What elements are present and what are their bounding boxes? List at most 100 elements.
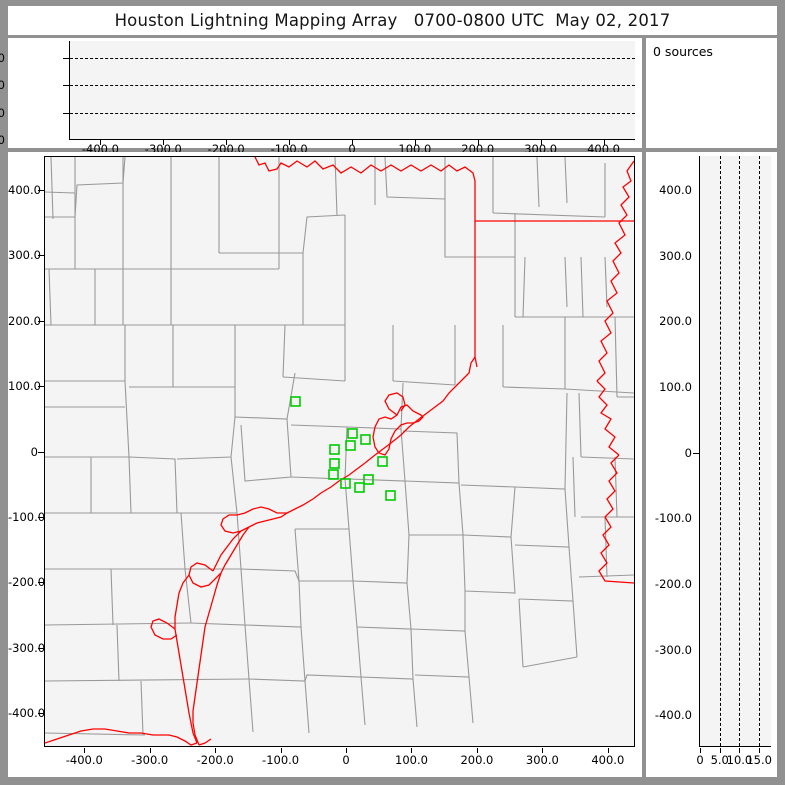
y-axis-tick-label: -400.0	[8, 706, 46, 721]
y-axis-tick-label: -100.0	[654, 511, 692, 526]
altitude-vs-east-west-panel: 05.010.015.0-400.0-300.0-200.0-100.00100…	[0, 38, 642, 156]
station-markers	[290, 396, 396, 501]
y-axis-tick-label: 0	[684, 445, 692, 460]
y-axis-tick-mark	[38, 647, 44, 649]
y-axis-tick-label: 100.0	[659, 379, 692, 394]
map-graphics	[45, 157, 634, 746]
source-count-panel: 0 sources	[646, 38, 777, 148]
x-axis-tick-label: -400.0	[65, 753, 103, 767]
x-axis-tick-label: -300.0	[131, 753, 169, 767]
x-axis-tick-mark	[700, 748, 701, 753]
x-axis-tick-mark	[476, 748, 478, 753]
y-axis-tick-label: -300.0	[654, 642, 692, 657]
gridline-y	[70, 85, 635, 86]
station-marker	[340, 478, 351, 489]
plan-view-map-panel: -400.0 -300.0 -200.0 -100.0 0 100.0 200.0 300.0…	[8, 152, 642, 777]
x-axis-tick-mark	[739, 748, 741, 753]
x-axis-tick-mark	[215, 748, 217, 753]
y-axis-tick-label: 0	[30, 444, 38, 459]
x-axis-tick-mark	[719, 748, 721, 753]
station-marker	[290, 396, 301, 407]
source-count-label: 0 sources	[653, 44, 713, 59]
x-axis-tick-label: 400.0	[591, 753, 625, 767]
coastline	[45, 356, 476, 746]
y-axis-tick-mark	[38, 189, 44, 191]
x-axis-tick-label: 5.0	[710, 753, 729, 767]
x-axis-tick-label: 0	[342, 753, 350, 767]
y-axis-tick-label: -400.0	[654, 708, 692, 723]
gridline-x	[719, 156, 721, 746]
station-marker	[347, 428, 358, 439]
y-axis-tick-mark	[38, 582, 44, 584]
station-marker	[329, 458, 340, 469]
y-axis-tick-label: 400.0	[8, 182, 41, 197]
x-axis-tick-label: 100.0	[395, 753, 428, 767]
x-axis-tick-label: -100.0	[262, 753, 300, 767]
y-axis-tick-label: 100.0	[8, 379, 41, 394]
station-marker	[363, 474, 374, 485]
county-boundaries	[45, 157, 634, 736]
y-axis-tick-mark	[38, 255, 44, 257]
y-axis-tick-mark	[38, 516, 44, 518]
gridline-x	[759, 156, 761, 746]
y-axis-tick-mark	[38, 320, 44, 322]
y-axis-tick-label: -200.0	[8, 575, 46, 590]
x-axis-tick-mark	[346, 748, 348, 753]
x-axis-tick-mark	[280, 748, 282, 753]
page-title: Houston Lightning Mapping Array 0700-080…	[114, 11, 671, 30]
y-axis-tick-label: 0	[0, 133, 5, 147]
y-axis-tick-mark	[63, 85, 69, 86]
y-axis-tick-label: -300.0	[8, 640, 46, 655]
y-axis-tick-mark	[63, 57, 69, 59]
x-axis-tick-mark	[100, 140, 102, 145]
x-axis-tick-label: 0	[696, 753, 704, 767]
x-axis-tick-mark	[149, 748, 151, 753]
x-axis-tick-mark	[607, 748, 609, 753]
x-axis-tick-mark	[289, 140, 291, 145]
x-axis-tick-mark	[352, 140, 353, 145]
x-axis-tick-mark	[163, 140, 165, 145]
y-axis-tick-label: 5.0	[0, 105, 5, 120]
x-axis-tick-label: 200.0	[460, 753, 494, 767]
y-axis-tick-mark	[38, 386, 44, 388]
y-axis-tick-mark	[38, 451, 44, 453]
x-axis-tick-mark	[84, 748, 86, 753]
station-marker	[329, 444, 340, 455]
x-axis-tick-mark	[414, 140, 416, 145]
y-axis-tick-label: 10.0	[0, 78, 5, 92]
y-axis-tick-label: -100.0	[8, 509, 46, 524]
x-axis-tick-label: 15.0	[746, 753, 772, 767]
gridline-y	[70, 57, 635, 59]
y-axis-tick-mark	[693, 452, 699, 454]
y-axis-tick-label: -200.0	[654, 576, 692, 591]
x-axis-tick-label: -200.0	[196, 753, 234, 767]
x-axis-tick-label: 0	[348, 142, 356, 156]
plan-view-map-plot[interactable]	[44, 156, 635, 747]
y-axis-tick-label: 200.0	[8, 313, 41, 328]
x-axis-tick-mark	[540, 140, 542, 145]
altitude-vs-north-south-panel: -400.0 -300.0 -200.0 -100.0 0 100.0 200.0 300.0…	[646, 152, 777, 777]
y-axis-tick-mark	[38, 713, 44, 715]
x-axis-tick-mark	[759, 748, 761, 753]
y-axis-tick-label: 200.0	[659, 314, 692, 329]
x-axis-tick-mark	[411, 748, 413, 753]
x-axis-tick-mark	[603, 140, 605, 145]
gridline-y	[70, 112, 635, 114]
y-axis-tick-label: 15.0	[0, 50, 5, 65]
x-axis-tick-mark	[477, 140, 479, 145]
station-marker	[345, 440, 356, 451]
station-marker	[377, 456, 388, 467]
altitude-vs-north-south-plot[interactable]	[699, 156, 771, 747]
state-boundaries	[254, 157, 634, 584]
y-axis-tick-mark	[63, 112, 69, 114]
station-marker	[360, 434, 371, 445]
y-axis-tick-label: 300.0	[8, 248, 41, 263]
altitude-vs-east-west-plot[interactable]	[69, 41, 635, 140]
gridline-x	[739, 156, 741, 746]
x-axis-tick-mark	[226, 140, 228, 145]
x-axis-tick-mark	[542, 748, 544, 753]
station-marker	[354, 482, 365, 493]
y-axis-tick-label: 400.0	[659, 182, 692, 197]
title-bar: Houston Lightning Mapping Array 0700-080…	[8, 6, 777, 35]
